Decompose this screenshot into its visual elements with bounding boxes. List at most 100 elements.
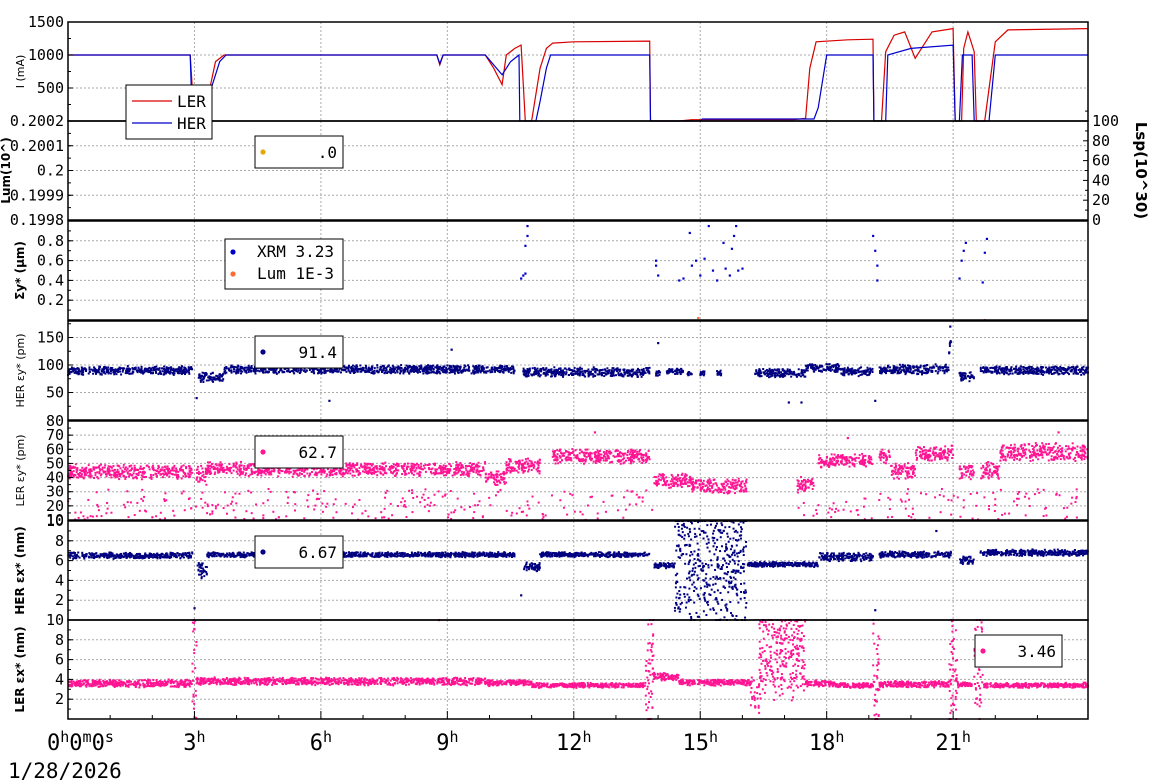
band-point [1011, 372, 1014, 375]
band-point [555, 459, 558, 462]
band-point [1020, 369, 1023, 372]
band-point [312, 468, 315, 471]
band-point [416, 368, 419, 371]
band-point [606, 367, 609, 370]
band-point [446, 368, 449, 371]
band-point [555, 370, 558, 373]
band-point [476, 463, 479, 466]
band-point [908, 371, 911, 374]
band-point [771, 368, 774, 371]
band-point [658, 478, 661, 481]
band-point [557, 373, 560, 376]
band-point [122, 466, 125, 469]
band-point [552, 371, 555, 374]
band-point [655, 374, 658, 377]
band-point [526, 463, 529, 466]
band-point [236, 370, 239, 373]
band-point [781, 375, 784, 378]
band-point [845, 369, 848, 372]
band-point [553, 366, 556, 369]
band-point [384, 461, 387, 464]
band-point [319, 470, 322, 473]
band-point [698, 483, 701, 486]
band-point [636, 371, 639, 374]
band-point [119, 467, 122, 470]
band-point [225, 371, 228, 374]
band-point [400, 464, 403, 467]
band-point [87, 474, 90, 477]
band-point [545, 367, 548, 370]
band-point [490, 476, 493, 479]
band-point [72, 367, 75, 370]
band-point [617, 459, 620, 462]
band-point [607, 370, 610, 373]
band-point [410, 468, 413, 471]
band-point [1000, 371, 1003, 374]
band-point [183, 471, 186, 474]
band-point [419, 471, 422, 474]
band-point [191, 471, 194, 474]
band-point [993, 366, 996, 369]
band-point [561, 375, 564, 378]
band-point [612, 371, 615, 374]
band-point [699, 486, 702, 489]
band-point [468, 474, 471, 477]
band-point [527, 468, 530, 471]
band-point [149, 370, 152, 373]
band-point [422, 372, 425, 375]
band-point [230, 370, 233, 373]
band-point [527, 374, 530, 377]
band-point [584, 458, 587, 461]
band-point [550, 372, 553, 375]
band-point [427, 372, 430, 375]
band-point [154, 368, 157, 371]
band-point [583, 369, 586, 372]
band-point [689, 477, 692, 480]
band-point [230, 371, 233, 374]
band-point [182, 475, 185, 478]
band-point [143, 369, 146, 372]
band-point [544, 368, 547, 371]
band-point [943, 372, 946, 375]
band-point [1054, 371, 1057, 374]
band-point [687, 481, 690, 484]
band-point [484, 473, 487, 476]
band-point [546, 370, 549, 373]
band-point [157, 470, 160, 473]
band-point [498, 365, 501, 368]
band-point [496, 368, 499, 371]
band-point [477, 364, 480, 367]
band-point [251, 471, 254, 474]
band-point [176, 368, 179, 371]
point-XRM [728, 274, 731, 277]
band-point [720, 372, 723, 375]
band-point [715, 489, 718, 492]
band-point [168, 470, 171, 473]
band-point [137, 471, 140, 474]
band-point [473, 462, 476, 465]
band-point [1032, 370, 1035, 373]
band-point [228, 463, 231, 466]
band-point [525, 370, 528, 373]
band-point [201, 467, 204, 470]
band-point [79, 469, 82, 472]
band-point [732, 485, 735, 488]
band-point [368, 370, 371, 373]
band-point [257, 468, 260, 471]
band-point [565, 450, 568, 453]
band-point [340, 473, 343, 476]
band-point [543, 368, 546, 371]
band-point [119, 368, 122, 371]
band-point [947, 369, 950, 372]
band-point [439, 467, 442, 470]
band-point [128, 372, 131, 375]
band-point [906, 367, 909, 370]
band-point [744, 484, 747, 487]
band-point [213, 376, 216, 379]
band-point [339, 470, 342, 473]
band-point [195, 478, 198, 481]
band-point [104, 464, 107, 467]
band-point [917, 372, 920, 375]
band-point [329, 370, 332, 373]
band-point [149, 369, 152, 372]
